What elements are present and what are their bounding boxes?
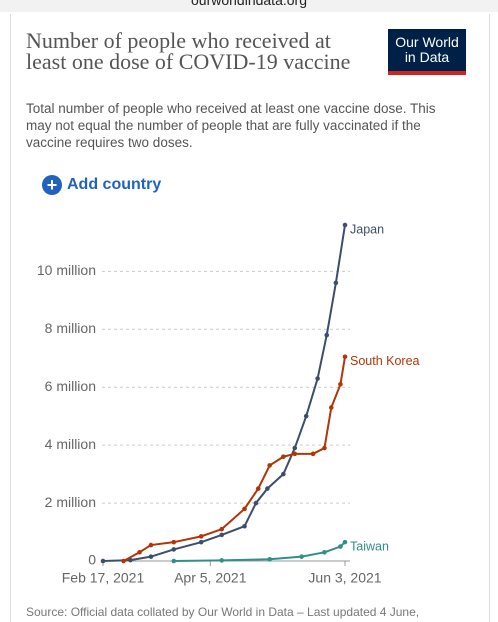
chart-subtitle: Total number of people who received at l…	[26, 101, 436, 150]
data-point	[329, 405, 334, 410]
data-point	[198, 539, 204, 545]
data-point	[281, 471, 286, 477]
data-point	[219, 526, 225, 532]
data-point	[242, 506, 247, 512]
data-point	[333, 280, 339, 286]
y-tick-label: 2 million	[45, 494, 96, 510]
y-tick-label: 4 million	[45, 436, 96, 452]
logo[interactable]: Our World in Data	[388, 29, 466, 75]
data-point	[315, 376, 320, 381]
data-point	[100, 558, 106, 564]
data-point	[322, 445, 327, 451]
x-tick-label: Apr 5, 2021	[174, 570, 247, 586]
chart: 0 2 million 4 million 6 million 8 million 10 …	[37, 222, 420, 586]
x-tick-label: Jun 3, 2021	[308, 570, 381, 586]
data-point	[148, 542, 154, 548]
series-line	[123, 356, 346, 562]
data-point	[148, 554, 154, 559]
source-note: Source: Official data collated by Our Wo…	[26, 605, 420, 619]
data-point	[121, 558, 126, 564]
data-point	[310, 451, 316, 457]
data-point	[267, 463, 272, 468]
data-point	[137, 550, 142, 555]
data-point	[253, 500, 259, 506]
data-point	[171, 539, 177, 545]
data-point	[322, 550, 327, 555]
data-point	[281, 454, 286, 460]
data-point	[299, 554, 304, 559]
data-point	[267, 556, 272, 562]
data-point	[342, 539, 348, 545]
series-label: South Korea	[350, 354, 420, 368]
card	[10, 14, 490, 622]
data-point	[265, 486, 270, 491]
y-tick-label: 0	[88, 552, 96, 568]
data-point	[342, 354, 348, 360]
y-tick-label: 8 million	[45, 320, 96, 336]
series-label: Taiwan	[350, 539, 389, 553]
data-point	[171, 558, 177, 564]
series-line	[173, 541, 346, 562]
data-point	[342, 222, 348, 228]
y-tick-label: 10 million	[37, 262, 96, 278]
add-country-label[interactable]: Add country	[67, 176, 162, 193]
data-point	[324, 332, 330, 338]
plus-icon[interactable]: +	[42, 175, 62, 195]
chart-title: Number of people who received at least o…	[26, 28, 351, 74]
data-point	[171, 547, 177, 552]
series-line	[102, 224, 346, 562]
series-label: Japan	[350, 222, 384, 236]
data-point	[303, 413, 309, 419]
data-point	[198, 534, 204, 539]
data-point	[292, 445, 298, 451]
y-tick-label: 6 million	[45, 378, 96, 394]
data-point	[219, 532, 225, 538]
data-point	[219, 558, 225, 563]
data-point	[338, 382, 343, 387]
data-point	[242, 523, 247, 529]
browser-bar: ourworldindata.org	[0, 0, 498, 12]
x-tick-label: Feb 17, 2021	[62, 570, 145, 586]
data-point	[255, 486, 261, 491]
url: ourworldindata.org	[191, 0, 307, 8]
data-point	[292, 451, 298, 457]
add-country-button[interactable]: + Add country	[42, 174, 161, 196]
data-point	[338, 544, 343, 549]
